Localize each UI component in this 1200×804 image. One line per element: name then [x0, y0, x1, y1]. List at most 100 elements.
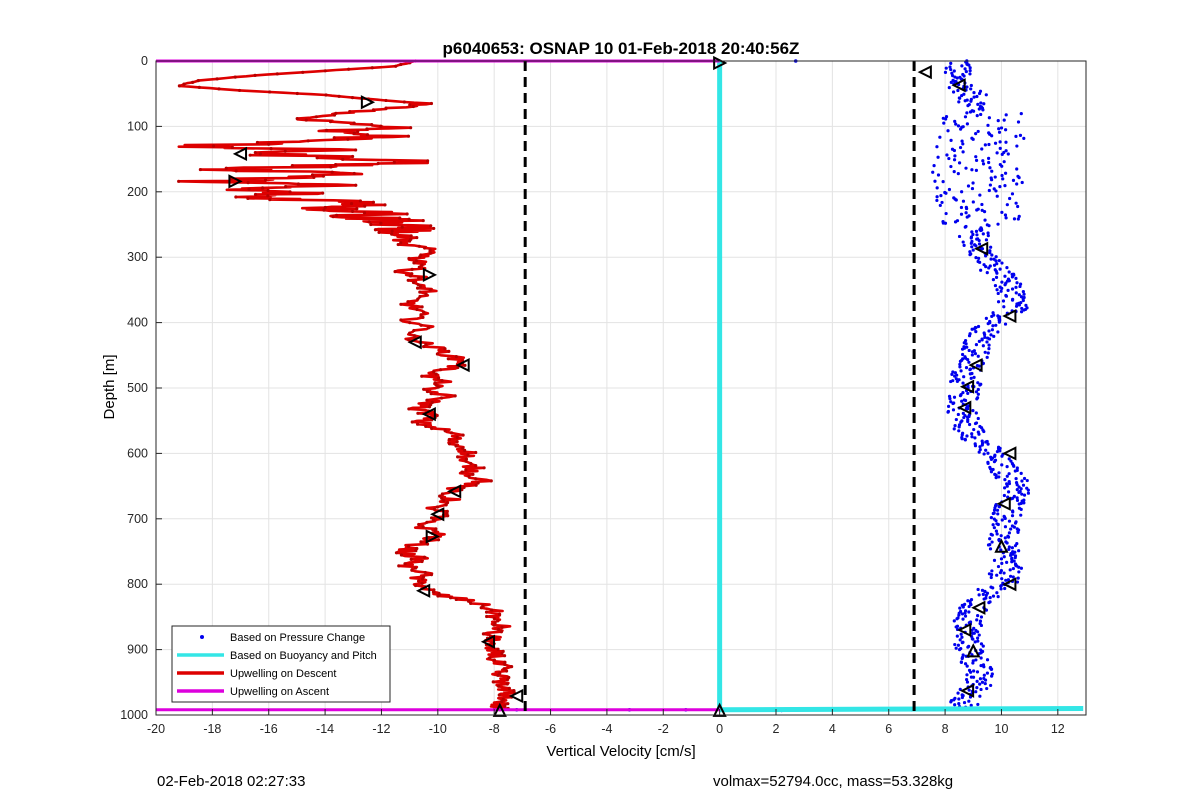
descent-point — [350, 154, 355, 159]
pressure-change-point — [999, 289, 1003, 293]
pressure-change-point — [969, 241, 973, 245]
pressure-change-point — [962, 243, 966, 247]
descent-point — [215, 77, 219, 81]
pressure-change-point — [984, 254, 988, 258]
descent-point — [502, 654, 507, 658]
pressure-change-point — [1000, 454, 1004, 458]
descent-marker — [228, 174, 243, 189]
descent-marker — [508, 688, 524, 704]
pressure-change-point — [944, 117, 948, 121]
pressure-change-point — [1016, 217, 1020, 221]
pressure-change-point — [1015, 483, 1019, 487]
descent-point — [474, 464, 478, 468]
pressure-change-point — [949, 164, 953, 169]
descent-marker — [480, 634, 496, 649]
descent-point — [432, 226, 436, 231]
descent-point — [481, 632, 486, 636]
pressure-change-point — [958, 365, 962, 369]
pressure-change-point — [970, 186, 975, 191]
descent-point — [354, 183, 358, 187]
pressure-change-point — [965, 407, 970, 411]
descent-point — [275, 72, 279, 76]
pressure-change-point — [990, 169, 994, 173]
descent-point — [394, 551, 399, 555]
pressure-change-point — [989, 333, 993, 337]
pressure-change-point — [979, 268, 983, 272]
pressure-change-point — [987, 188, 991, 193]
pressure-change-point — [983, 218, 987, 222]
pressure-change-point — [1004, 578, 1008, 582]
descent-point — [337, 94, 341, 98]
pressure-change-point — [985, 671, 990, 675]
y-tick-label: 300 — [127, 250, 148, 264]
pressure-change-point — [995, 151, 999, 155]
pressure-change-point — [960, 656, 964, 661]
pressure-change-point — [1003, 171, 1008, 175]
pressure-change-point — [977, 242, 982, 246]
pressure-change-point — [944, 211, 948, 216]
pressure-change-point — [970, 631, 975, 635]
pressure-change-point — [967, 699, 971, 703]
pressure-change-point — [994, 476, 998, 480]
descent-point — [260, 186, 265, 190]
pressure-change-point — [988, 595, 992, 600]
pressure-change-point — [955, 617, 959, 621]
pressure-change-point — [975, 679, 979, 683]
pressure-change-point — [1010, 298, 1015, 302]
pressure-change-point — [987, 266, 991, 270]
pressure-change-point — [970, 432, 974, 436]
x-tick-label: -14 — [316, 722, 334, 736]
pressure-change-point — [972, 95, 976, 99]
ascent-marker — [959, 683, 975, 698]
pressure-change-point — [1014, 134, 1018, 138]
descent-point — [500, 699, 504, 704]
pressure-change-point — [971, 200, 975, 204]
y-axis-label: Depth [m] — [101, 354, 118, 419]
pressure-change-point — [1004, 216, 1008, 220]
descent-point — [438, 368, 443, 372]
pressure-change-point — [960, 641, 964, 645]
descent-point — [496, 647, 500, 651]
pressure-change-point — [1022, 476, 1027, 481]
pressure-change-point — [968, 68, 972, 73]
descent-point — [416, 297, 420, 301]
pressure-change-point — [1012, 559, 1016, 563]
ascent-marker — [1002, 577, 1017, 592]
pressure-change-point — [1007, 270, 1011, 274]
pressure-change-point — [959, 660, 964, 665]
pressure-change-point — [996, 291, 1000, 296]
descent-point — [415, 307, 419, 312]
pressure-change-point — [997, 475, 1001, 479]
pressure-change-point — [951, 401, 955, 406]
pressure-change-point — [996, 300, 1001, 304]
descent-point — [430, 426, 434, 431]
pressure-change-point — [984, 316, 988, 320]
ascent-marker — [994, 538, 1009, 553]
descent-point — [431, 518, 436, 522]
pressure-change-point — [965, 122, 969, 126]
pressure-change-point — [960, 93, 964, 98]
pressure-change-point — [965, 215, 969, 219]
pressure-change-point — [979, 656, 983, 660]
descent-point — [462, 485, 466, 490]
pressure-change-point — [994, 189, 998, 193]
descent-point — [284, 184, 288, 189]
descent-point — [306, 139, 310, 143]
pressure-change-point — [988, 183, 992, 187]
pressure-change-point — [961, 605, 965, 609]
descent-point — [421, 218, 425, 223]
descent-point — [423, 246, 427, 250]
descent-point — [429, 101, 434, 106]
pressure-change-point — [957, 429, 961, 433]
descent-point — [492, 658, 496, 662]
pressure-change-point — [1012, 217, 1017, 221]
pressure-change-point — [981, 232, 985, 236]
pressure-change-point — [981, 108, 985, 112]
descent-point — [331, 215, 335, 219]
descent-point — [425, 389, 429, 394]
descent-point — [230, 145, 235, 149]
pressure-change-point — [954, 646, 958, 650]
pressure-change-point — [1014, 285, 1018, 289]
pressure-change-point — [1022, 292, 1026, 296]
descent-point — [507, 686, 511, 691]
